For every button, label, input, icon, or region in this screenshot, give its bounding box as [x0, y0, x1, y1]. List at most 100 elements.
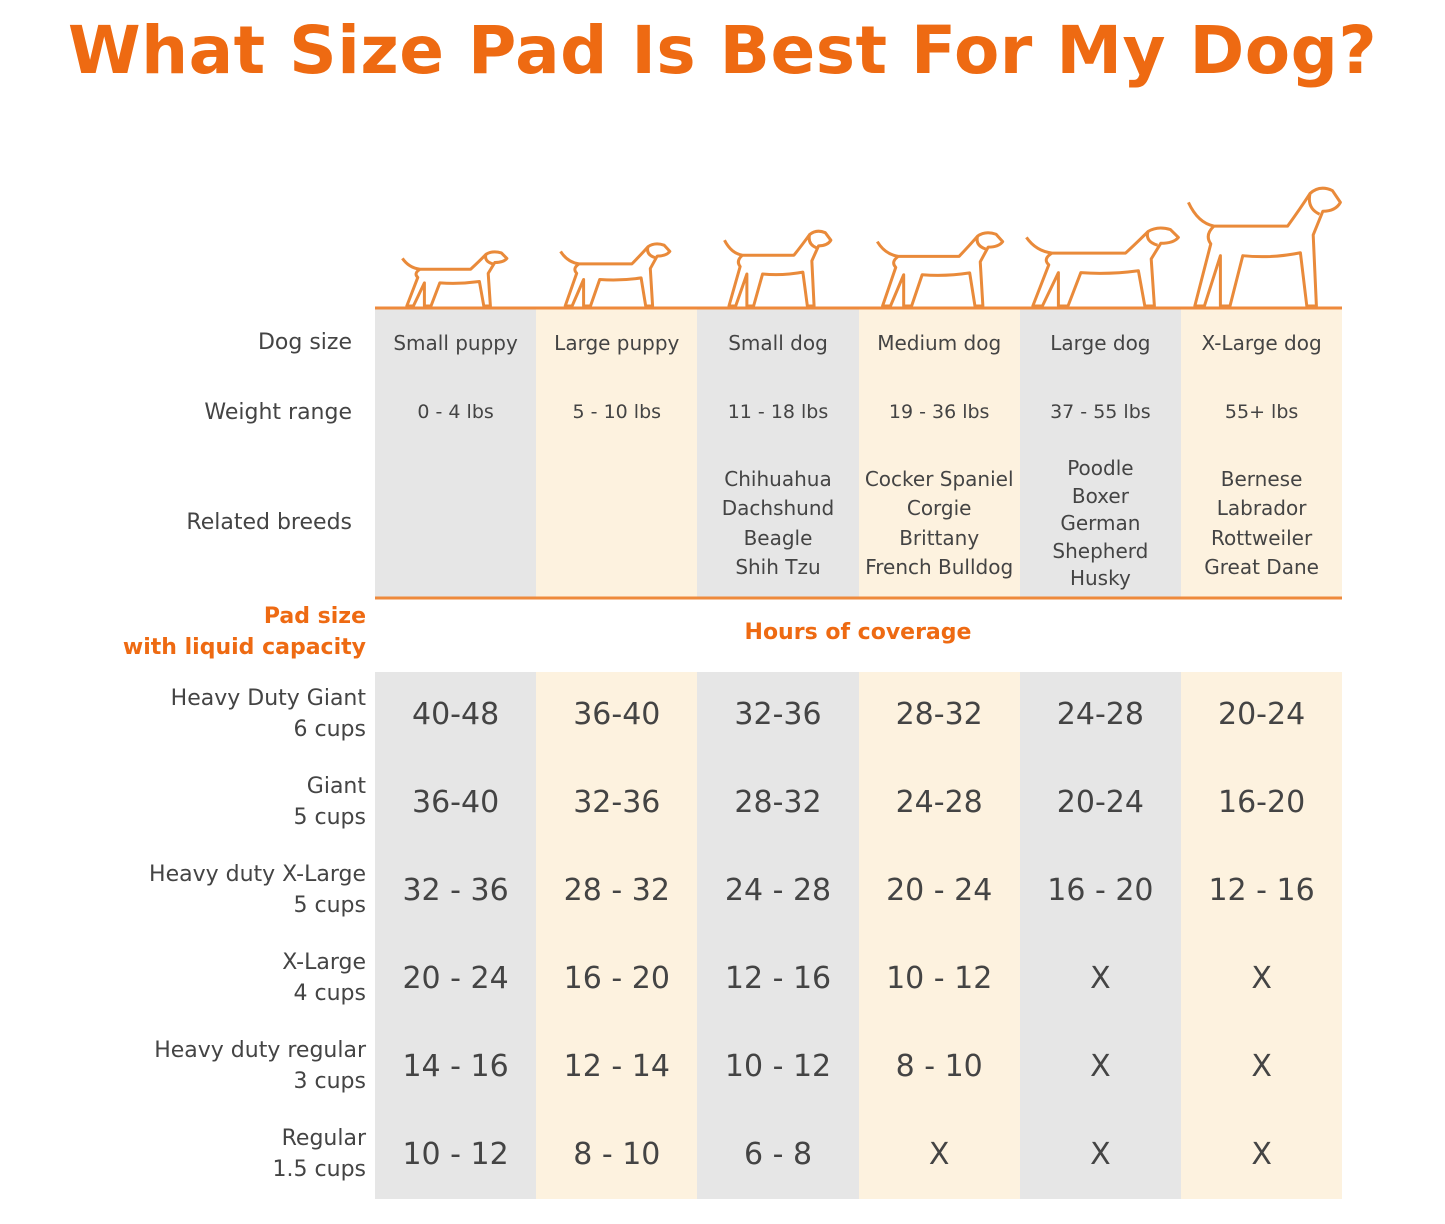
hours: 16 - 20 [563, 961, 670, 996]
column-bg [858, 672, 1020, 1199]
column-bg [697, 308, 859, 598]
row-label: Weight range [204, 400, 352, 425]
hours: 12 - 16 [724, 961, 832, 996]
hours: X [1090, 1049, 1111, 1084]
pad-capacity: 5 cups [293, 893, 366, 918]
coverage-header: Hours of coverage [744, 620, 972, 645]
pad-name: Heavy duty X-Large [149, 862, 366, 887]
hours: X [1251, 1137, 1272, 1172]
dog-icon [558, 242, 672, 308]
hours: 28-32 [895, 697, 983, 732]
hours: 20-24 [1056, 785, 1144, 820]
row-label: Related breeds [186, 510, 352, 535]
hours: X [928, 1137, 950, 1172]
weight-range: 55+ lbs [1224, 401, 1299, 423]
hours: 10 - 12 [886, 961, 993, 996]
pad-name: Giant [306, 774, 366, 799]
hours: 24 - 28 [724, 873, 832, 908]
pad-header: with liquid capacity [122, 635, 366, 660]
hours: 24-28 [895, 785, 983, 820]
column-bg [375, 672, 537, 1199]
hours: 8 - 10 [573, 1137, 661, 1172]
breed: Dachshund [721, 496, 835, 521]
row-label: Dog size [257, 330, 352, 355]
hours: X [1251, 961, 1272, 996]
dog-size: Small dog [728, 331, 828, 355]
breed: Labrador [1216, 496, 1307, 521]
column-bg [858, 308, 1020, 598]
pad-capacity: 3 cups [293, 1069, 366, 1094]
breed: Beagle [743, 525, 813, 550]
dog-icon [1188, 188, 1340, 306]
hours: 20-24 [1218, 697, 1306, 732]
hours: 28 - 32 [563, 873, 670, 908]
breed: Corgie [906, 496, 972, 521]
hours: 36-40 [412, 785, 500, 820]
pad-name: Heavy Duty Giant [170, 686, 366, 711]
pad-header: Pad size [263, 604, 366, 629]
hours: 12 - 16 [1208, 873, 1315, 908]
dog-size: X-Large dog [1201, 331, 1322, 355]
dog-icon [1026, 228, 1178, 306]
column-bg [697, 672, 859, 1199]
title: What Size Pad Is Best For My Dog? [67, 12, 1378, 89]
hours: 6 - 8 [743, 1137, 813, 1172]
hours: 32-36 [573, 785, 661, 820]
breed: Bernese [1220, 466, 1303, 491]
pad-name: Regular [281, 1126, 366, 1151]
column-bg [1181, 308, 1343, 598]
dog-icon [875, 230, 1005, 308]
hours: 20 - 24 [402, 961, 509, 996]
hours: 8 - 10 [895, 1049, 983, 1084]
hours: 14 - 16 [402, 1049, 509, 1084]
column-bg [536, 672, 698, 1199]
hours: X [1251, 1049, 1272, 1084]
pad-capacity: 5 cups [293, 805, 366, 830]
pad-capacity: 4 cups [293, 981, 366, 1006]
hours: 10 - 12 [724, 1049, 832, 1084]
weight-range: 37 - 55 lbs [1050, 401, 1151, 423]
column-bg [1019, 672, 1181, 1199]
dog-size: Medium dog [877, 331, 1002, 355]
column-bg [1019, 308, 1181, 598]
breed: Boxer [1071, 483, 1129, 508]
dog-size: Large dog [1050, 331, 1151, 355]
breed: Shepherd [1052, 538, 1149, 563]
hours: 16-20 [1218, 785, 1306, 820]
column-bg [536, 308, 698, 598]
breed: Husky [1069, 566, 1131, 590]
pad-capacity: 6 cups [293, 717, 366, 742]
breed: Shih Tzu [735, 555, 821, 580]
dog-icon [722, 229, 833, 308]
breed: Brittany [899, 525, 980, 550]
hours: 36-40 [573, 697, 661, 732]
pad-name: Heavy duty regular [154, 1038, 366, 1063]
breed: German [1060, 511, 1141, 535]
hours: 16 - 20 [1047, 873, 1154, 908]
breed: Poodle [1067, 456, 1134, 480]
column-bg [1181, 672, 1343, 1199]
dog-size: Large puppy [554, 331, 680, 355]
hours: 24-28 [1056, 697, 1144, 732]
hours: 28-32 [734, 785, 822, 820]
breed: Great Dane [1204, 555, 1319, 580]
hours: 32-36 [734, 697, 822, 732]
hours: 32 - 36 [402, 873, 509, 908]
column-bg [375, 308, 537, 598]
weight-range: 0 - 4 lbs [417, 401, 494, 423]
weight-range: 11 - 18 lbs [727, 401, 829, 423]
breed: Chihuahua [724, 466, 832, 491]
dog-icon [400, 250, 509, 308]
hours: 12 - 14 [563, 1049, 670, 1084]
hours: 20 - 24 [886, 873, 993, 908]
weight-range: 19 - 36 lbs [888, 401, 990, 423]
hours: X [1090, 1137, 1111, 1172]
pad-capacity: 1.5 cups [272, 1157, 366, 1182]
breed: French Bulldog [865, 555, 1014, 580]
hours: 10 - 12 [402, 1137, 509, 1172]
breed: Rottweiler [1210, 525, 1313, 550]
breed: Cocker Spaniel [864, 466, 1014, 491]
weight-range: 5 - 10 lbs [572, 401, 662, 423]
